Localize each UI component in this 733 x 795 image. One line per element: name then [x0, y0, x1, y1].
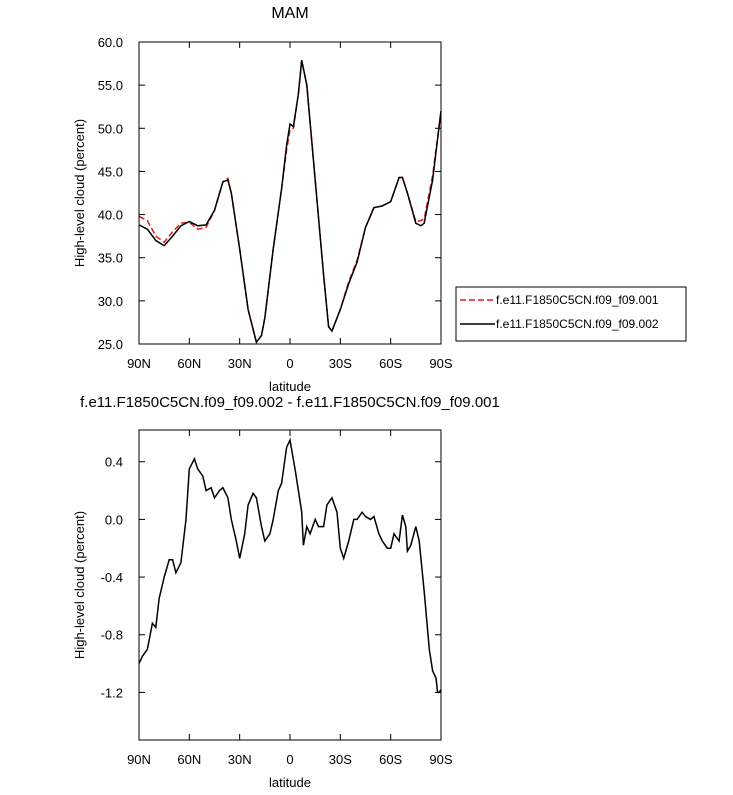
x-tick-label: 60S — [379, 752, 402, 767]
y-tick-label: 50.0 — [98, 121, 123, 136]
y-tick-label: 55.0 — [98, 78, 123, 93]
x-tick-label: 0 — [286, 356, 293, 371]
x-axis-label: latitude — [269, 775, 311, 790]
chart-title: MAM — [271, 5, 308, 22]
y-tick-label: 45.0 — [98, 164, 123, 179]
x-tick-label: 90S — [429, 752, 452, 767]
x-axis-label: latitude — [269, 379, 311, 394]
y-axis-label: High-level cloud (percent) — [72, 119, 87, 267]
x-tick-label: 30N — [228, 752, 252, 767]
chart-title: f.e11.F1850C5CN.f09_f09.002 - f.e11.F185… — [80, 394, 500, 411]
x-tick-label: 60N — [177, 752, 201, 767]
y-tick-label: 25.0 — [98, 337, 123, 352]
legend-label: f.e11.F1850C5CN.f09_f09.001 — [496, 293, 659, 307]
y-tick-label: 30.0 — [98, 294, 123, 309]
legend-label: f.e11.F1850C5CN.f09_f09.002 — [496, 317, 659, 331]
x-tick-label: 30N — [228, 356, 252, 371]
x-tick-label: 60N — [177, 356, 201, 371]
y-tick-label: 60.0 — [98, 35, 123, 50]
y-tick-label: 0.0 — [105, 512, 123, 527]
x-tick-label: 0 — [286, 752, 293, 767]
x-tick-label: 90N — [127, 752, 151, 767]
y-tick-label: -1.2 — [101, 685, 123, 700]
x-tick-label: 30S — [329, 356, 352, 371]
legend-box — [455, 286, 687, 342]
y-tick-label: -0.8 — [101, 628, 123, 643]
x-tick-label: 90N — [127, 356, 151, 371]
y-tick-label: -0.4 — [101, 570, 123, 585]
y-tick-label: 40.0 — [98, 208, 123, 223]
data-line — [138, 59, 442, 345]
x-tick-label: 60S — [379, 356, 402, 371]
x-tick-label: 30S — [329, 752, 352, 767]
x-tick-label: 90S — [429, 356, 452, 371]
y-tick-label: 35.0 — [98, 251, 123, 266]
y-axis-label: High-level cloud (percent) — [72, 511, 87, 659]
y-tick-label: 0.4 — [105, 455, 123, 470]
data-line — [138, 437, 442, 694]
